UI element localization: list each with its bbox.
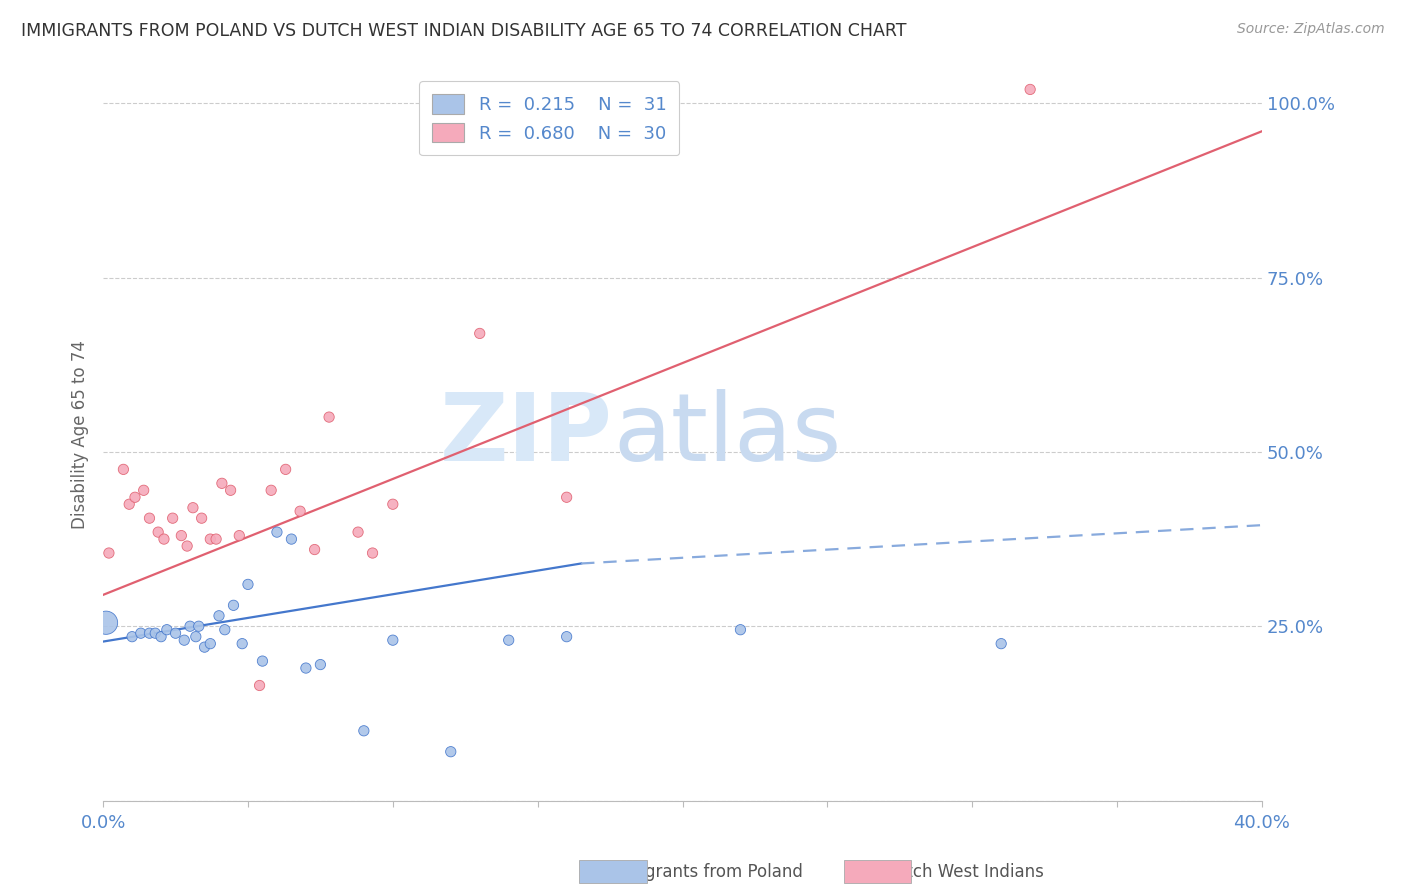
Point: [381, 497, 404, 511]
Point: [132, 483, 155, 498]
Point: [260, 483, 283, 498]
Point: [129, 626, 152, 640]
Point: [730, 623, 752, 637]
Point: [138, 511, 160, 525]
Point: [150, 630, 173, 644]
Point: [228, 528, 250, 542]
Point: [295, 661, 318, 675]
Point: [280, 532, 302, 546]
Point: [249, 678, 271, 692]
Point: [118, 497, 141, 511]
Legend: R =  0.215    N =  31, R =  0.680    N =  30: R = 0.215 N = 31, R = 0.680 N = 30: [419, 81, 679, 155]
Point: [288, 504, 311, 518]
Point: [162, 511, 184, 525]
Point: [165, 626, 187, 640]
Point: [222, 599, 245, 613]
Point: [205, 532, 228, 546]
Text: atlas: atlas: [613, 389, 841, 481]
Point: [193, 640, 215, 654]
Point: [274, 462, 297, 476]
Point: [143, 626, 166, 640]
Point: [179, 619, 201, 633]
Point: [990, 637, 1012, 651]
Point: [97, 546, 120, 560]
Point: [361, 546, 384, 560]
Point: [347, 525, 370, 540]
Point: [440, 745, 463, 759]
Point: [190, 511, 212, 525]
Text: Immigrants from Poland: Immigrants from Poland: [603, 863, 803, 881]
Point: [309, 657, 332, 672]
Point: [236, 577, 259, 591]
Point: [187, 619, 209, 633]
Point: [170, 528, 193, 542]
Point: [146, 525, 169, 540]
Point: [94, 615, 117, 630]
Point: [121, 630, 143, 644]
Point: [173, 633, 195, 648]
Text: ZIP: ZIP: [440, 389, 613, 481]
Point: [252, 654, 274, 668]
Point: [304, 542, 326, 557]
Text: IMMIGRANTS FROM POLAND VS DUTCH WEST INDIAN DISABILITY AGE 65 TO 74 CORRELATION : IMMIGRANTS FROM POLAND VS DUTCH WEST IND…: [21, 22, 907, 40]
Text: Dutch West Indians: Dutch West Indians: [883, 863, 1043, 881]
Point: [184, 630, 207, 644]
Point: [219, 483, 242, 498]
Point: [266, 525, 288, 540]
Point: [124, 490, 146, 504]
Point: [200, 637, 222, 651]
Point: [153, 532, 176, 546]
Text: Source: ZipAtlas.com: Source: ZipAtlas.com: [1237, 22, 1385, 37]
Point: [381, 633, 404, 648]
Point: [231, 637, 253, 651]
Point: [353, 723, 375, 738]
Point: [200, 532, 222, 546]
Y-axis label: Disability Age 65 to 74: Disability Age 65 to 74: [72, 340, 89, 529]
Point: [555, 490, 578, 504]
Point: [211, 476, 233, 491]
Point: [176, 539, 198, 553]
Point: [181, 500, 204, 515]
Point: [214, 623, 236, 637]
Point: [112, 462, 135, 476]
Point: [1019, 82, 1042, 96]
Point: [498, 633, 520, 648]
Point: [468, 326, 491, 341]
Point: [138, 626, 160, 640]
Point: [318, 410, 340, 425]
Point: [555, 630, 578, 644]
Point: [208, 608, 231, 623]
Point: [156, 623, 179, 637]
